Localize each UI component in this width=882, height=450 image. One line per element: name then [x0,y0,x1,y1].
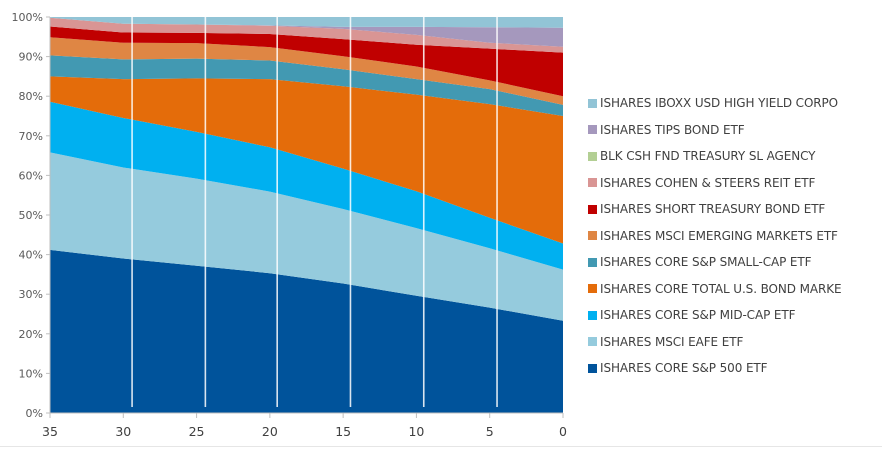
area-series-7 [50,17,563,53]
y-tick-label: 50% [19,209,43,222]
legend-label: ISHARES MSCI EMERGING MARKETS ETF [600,228,838,243]
bottom-divider [0,446,882,447]
legend-label: ISHARES MSCI EAFE ETF [600,334,744,349]
y-tick-label: 70% [19,130,43,143]
area-layer [50,17,563,413]
y-tick-label: 0% [26,407,43,420]
legend-label: ISHARES TIPS BOND ETF [600,122,745,137]
area-series-9 [50,17,563,47]
legend-label: ISHARES CORE S&P MID-CAP ETF [600,308,796,323]
y-tick-label: 40% [19,249,43,262]
x-axis-ticks: 35 30 25 20 15 10 5 0 [42,413,567,439]
area-series-6 [50,26,563,97]
legend-swatch [588,257,597,267]
legend-item: BLK CSH FND TREASURY SL AGENCY [588,143,841,170]
y-tick-label: 60% [19,169,43,182]
y-axis-ticks: 0% 10% 20% 30% 40% 50% 60% 70% 80% 90% 100% [12,11,50,420]
legend-swatch [588,337,597,347]
legend-label: ISHARES CORE S&P SMALL-CAP ETF [600,255,812,270]
legend-label: ISHARES IBOXX USD HIGH YIELD CORPO [600,96,839,111]
legend-item: ISHARES MSCI EMERGING MARKETS ETF [588,223,841,250]
legend-swatch [588,284,597,294]
x-tick-label: 5 [486,424,494,439]
legend-item: ISHARES TIPS BOND ETF [588,117,841,144]
legend-swatch [588,363,597,373]
area-series-0 [50,249,563,413]
legend-item: ISHARES CORE S&P MID-CAP ETF [588,302,841,329]
legend-item: ISHARES MSCI EAFE ETF [588,329,841,356]
legend: ISHARES IBOXX USD HIGH YIELD CORPO ISHARE… [588,90,842,382]
vertical-marker-lines [131,16,498,407]
area-series-3 [50,76,563,244]
legend-swatch [588,98,597,108]
legend-label: BLK CSH FND TREASURY SL AGENCY [600,149,816,164]
x-tick-label: 20 [262,424,278,439]
legend-item: ISHARES CORE TOTAL U.S. BOND MARKE [588,276,842,303]
area-series-4 [50,55,563,116]
area-series-1 [50,152,563,321]
x-tick-label: 10 [408,424,424,439]
x-tick-label: 15 [335,424,351,439]
area-series-2 [50,101,563,270]
y-tick-label: 10% [19,367,43,380]
area-series-5 [50,37,563,105]
legend-label: ISHARES COHEN & STEERS REIT ETF [600,175,816,190]
y-tick-label: 90% [19,51,43,64]
legend-swatch [588,310,597,320]
legend-item: ISHARES IBOXX USD HIGH YIELD CORPO [588,90,841,117]
legend-label: ISHARES CORE TOTAL U.S. BOND MARKE [600,281,842,296]
legend-swatch [588,231,597,241]
legend-item: ISHARES CORE S&P SMALL-CAP ETF [588,249,841,276]
legend-item: ISHARES SHORT TREASURY BOND ETF [588,196,841,223]
x-tick-label: 30 [115,424,131,439]
legend-label: ISHARES SHORT TREASURY BOND ETF [600,202,826,217]
x-tick-label: 25 [189,424,205,439]
y-tick-label: 80% [19,90,43,103]
y-tick-label: 100% [12,11,43,24]
x-tick-label: 0 [559,424,567,439]
legend-swatch [588,151,597,161]
legend-swatch [588,178,597,188]
legend-item: ISHARES COHEN & STEERS REIT ETF [588,170,841,197]
legend-item: ISHARES CORE S&P 500 ETF [588,355,841,382]
x-tick-label: 35 [42,424,58,439]
legend-swatch [588,204,597,214]
y-tick-label: 30% [19,288,43,301]
legend-swatch [588,125,597,135]
y-tick-label: 20% [19,328,43,341]
legend-label: ISHARES CORE S&P 500 ETF [600,361,768,376]
area-series-10 [50,17,563,28]
